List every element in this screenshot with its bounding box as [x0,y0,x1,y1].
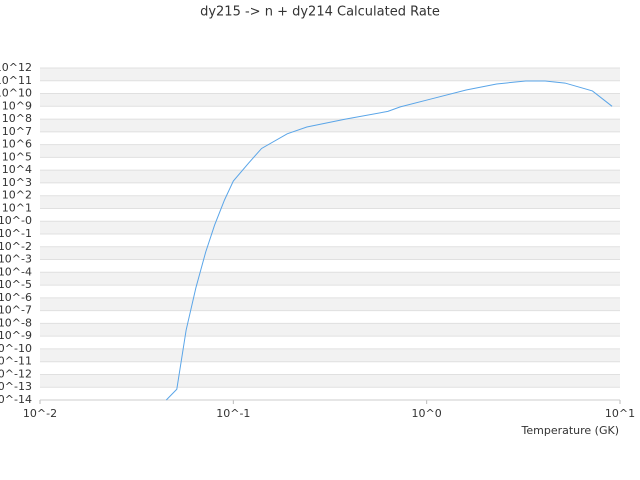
y-tick-label: 10^-6 [0,291,32,304]
grid-band [40,119,620,132]
grid-band [40,195,620,209]
x-tick-label: 10^-2 [23,407,57,420]
y-tick-label: 10^11 [0,74,32,87]
grid-band [40,221,620,234]
y-tick-label: 10^5 [2,150,32,163]
chart-title: dy215 -> n + dy214 Calculated Rate [200,5,440,20]
y-tick-label: 10^2 [2,189,32,202]
y-tick-label: 10^-7 [0,304,32,317]
grid-band [40,348,620,362]
x-axis-label: Temperature (GK) [521,424,620,437]
y-tick-label: 10^-4 [0,265,32,278]
y-tick-label: 10^-1 [0,227,32,240]
x-tick-label: 10^0 [412,407,442,420]
grid-band [40,374,620,388]
y-tick-label: 10^-13 [0,380,32,393]
y-tick-label: 10^4 [2,163,32,176]
y-tick-label: 10^-11 [0,355,32,368]
x-tick-label: 10^-1 [216,407,250,420]
y-tick-label: 10^-3 [0,253,32,266]
x-tick-label: 10^1 [605,407,635,420]
grid-band [40,246,620,260]
y-tick-label: 10^-8 [0,316,32,329]
grid-band [40,170,620,183]
y-tick-label: 10^7 [2,125,32,138]
y-tick-label: 10^-9 [0,329,32,342]
y-tick-label: 10^-12 [0,367,32,380]
grid-band [40,93,620,107]
y-tick-label: 10^-0 [0,214,32,227]
grid-band [40,323,620,337]
y-tick-label: 10^-5 [0,278,32,291]
y-tick-label: 10^-10 [0,342,32,355]
y-tick-label: 10^9 [2,99,32,112]
y-tick-label: 10^3 [2,176,32,189]
line-series [165,80,613,401]
y-tick-label: 10^10 [0,87,32,100]
grid-band [40,144,620,158]
grid-band [40,272,620,286]
y-tick-label: 10^6 [2,138,32,151]
grid-band [40,68,620,81]
y-tick-label: 10^-2 [0,240,32,253]
y-tick-label: 10^1 [2,201,32,214]
y-tick-label: 10^-14 [0,393,32,406]
grid-band [40,297,620,311]
y-tick-label: 10^12 [0,61,32,74]
y-tick-label: 10^8 [2,112,32,125]
